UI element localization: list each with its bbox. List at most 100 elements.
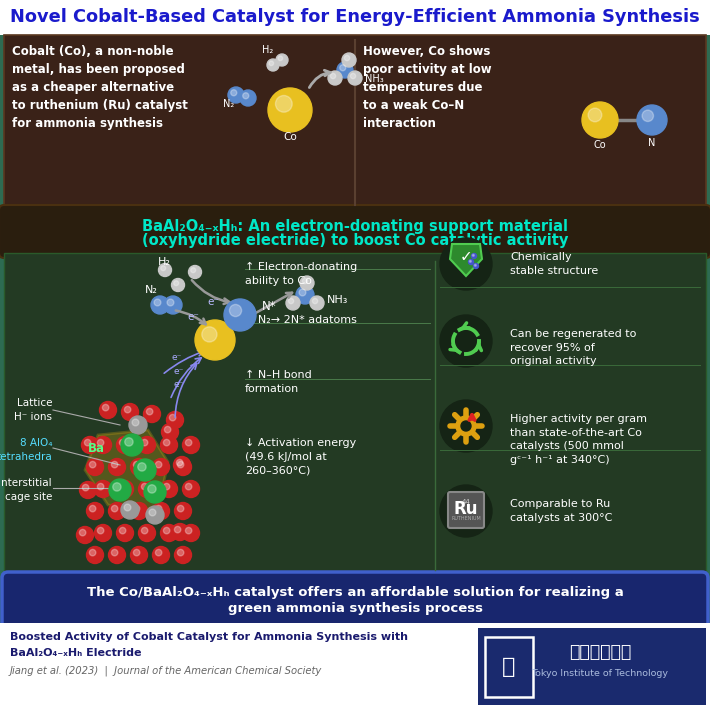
Text: e⁻: e⁻ [207,297,219,307]
Circle shape [286,296,300,310]
Circle shape [148,485,156,493]
Circle shape [153,459,170,476]
Circle shape [97,439,104,446]
Circle shape [269,61,273,65]
Text: Higher activity per gram
than state-of-the-art Co
catalysts (500 mmol
gᶜ⁻¹ h⁻¹ a: Higher activity per gram than state-of-t… [510,414,647,465]
FancyBboxPatch shape [0,0,710,35]
Circle shape [160,525,178,542]
Circle shape [84,439,91,446]
Circle shape [134,459,156,481]
Circle shape [176,459,183,466]
Circle shape [175,547,192,564]
Circle shape [224,299,256,331]
Circle shape [89,462,96,468]
Text: e⁻: e⁻ [187,312,199,322]
Circle shape [138,437,155,454]
FancyBboxPatch shape [0,623,710,710]
Circle shape [131,503,148,520]
Circle shape [129,416,147,434]
Circle shape [440,400,492,452]
Text: Co: Co [594,140,606,150]
Circle shape [131,459,148,476]
Circle shape [173,457,190,474]
Circle shape [94,437,111,454]
FancyBboxPatch shape [448,492,484,528]
Circle shape [160,481,178,498]
FancyBboxPatch shape [4,35,706,210]
Text: Co: Co [283,132,297,142]
Circle shape [229,305,241,317]
Circle shape [195,320,235,360]
Text: (oxyhydride electride) to boost Co catalytic activity: (oxyhydride electride) to boost Co catal… [142,233,568,248]
Circle shape [111,506,118,512]
Circle shape [178,506,184,512]
Circle shape [310,296,324,310]
Circle shape [175,526,181,532]
Polygon shape [450,244,482,276]
Circle shape [155,550,162,556]
Circle shape [456,416,476,436]
Circle shape [175,459,192,476]
Circle shape [109,547,126,564]
Circle shape [99,401,116,418]
Text: ⛩: ⛩ [502,657,515,677]
Text: N₂: N₂ [145,285,158,295]
Circle shape [109,479,131,501]
Text: ↓ Activation energy
(49.6 kJ/mol at
260–360°C): ↓ Activation energy (49.6 kJ/mol at 260–… [245,438,356,475]
Circle shape [440,485,492,537]
Circle shape [80,530,86,536]
Circle shape [154,299,161,306]
Circle shape [471,253,476,258]
Circle shape [299,289,306,296]
Circle shape [102,405,109,411]
Circle shape [143,405,160,422]
Circle shape [138,525,155,542]
Circle shape [342,53,356,67]
Circle shape [87,503,104,520]
Circle shape [348,71,362,85]
Text: H₂: H₂ [262,45,273,55]
Circle shape [440,238,492,290]
Circle shape [141,528,148,534]
Circle shape [121,501,139,519]
Text: The Co/BaAl₂O₄₋ₓHₕ catalyst offers an affordable solution for realizing a: The Co/BaAl₂O₄₋ₓHₕ catalyst offers an af… [87,586,623,599]
Circle shape [185,484,192,490]
Circle shape [80,481,97,498]
Circle shape [146,408,153,415]
Text: BaAl₂O₄₋ₓHₕ: An electron-donating support material: BaAl₂O₄₋ₓHₕ: An electron-donating suppor… [142,219,568,234]
Text: green ammonia synthesis process: green ammonia synthesis process [227,602,483,615]
Circle shape [119,484,126,490]
Circle shape [89,506,96,512]
Circle shape [337,62,353,78]
Circle shape [178,550,184,556]
Text: N₂: N₂ [223,99,234,109]
Circle shape [164,296,182,314]
Circle shape [121,403,138,420]
Text: Jiang et al. (2023)  |  Journal of the American Chemical Society: Jiang et al. (2023) | Journal of the Ame… [10,665,322,675]
Circle shape [275,95,293,112]
Circle shape [278,56,283,60]
Text: Comparable to Ru
catalysts at 300°C: Comparable to Ru catalysts at 300°C [510,499,612,523]
Circle shape [133,506,140,512]
Circle shape [160,266,165,271]
Circle shape [160,437,178,454]
Circle shape [191,268,196,273]
Circle shape [474,263,479,268]
Circle shape [133,462,140,468]
Circle shape [121,434,143,456]
Circle shape [174,280,179,285]
Text: NH₃: NH₃ [327,295,349,305]
Text: e⁻: e⁻ [171,352,181,361]
Circle shape [82,484,89,491]
Circle shape [339,65,346,71]
Circle shape [163,484,170,490]
Circle shape [167,299,174,306]
Circle shape [175,503,192,520]
Text: BaAl₂O₄₋ₓHₕ Electride: BaAl₂O₄₋ₓHₕ Electride [10,648,141,658]
Circle shape [185,528,192,534]
Circle shape [89,550,96,556]
Circle shape [461,421,471,431]
Text: Can be regenerated to
recover 95% of
original activity: Can be regenerated to recover 95% of ori… [510,329,636,366]
Circle shape [172,523,188,540]
Circle shape [111,462,118,468]
